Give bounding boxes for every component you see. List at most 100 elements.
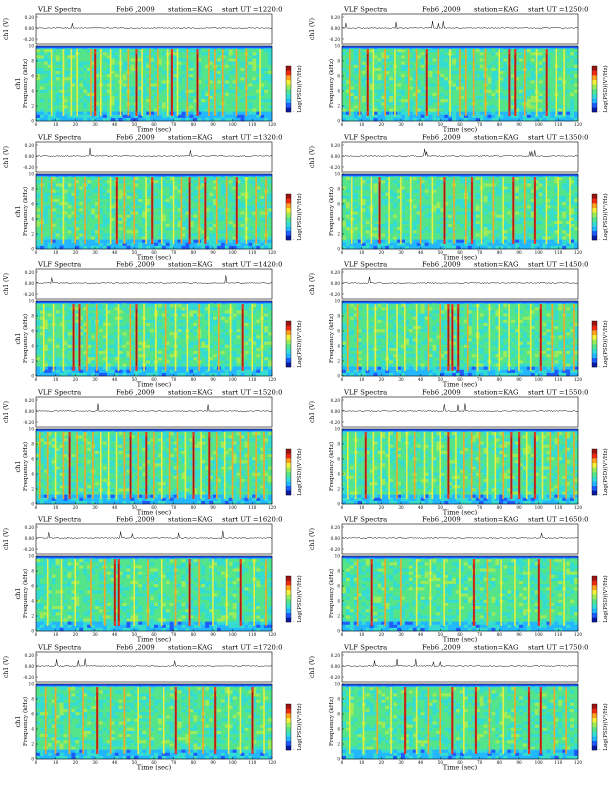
spectrogram-cell [381,239,386,243]
spectrogram-cell [404,83,410,87]
spectrogram-cell [511,111,516,115]
spectrogram-cell [102,232,107,237]
spectrogram-cell [36,236,41,240]
spectrogram-cell [122,245,127,249]
spectrogram-cell [59,226,64,230]
spectrogram-cell [106,58,111,62]
spectrogram-cell [357,189,362,193]
spectrogram-cell [177,198,182,202]
spectrogram-cell [345,83,351,87]
spectrogram-cell [146,232,151,237]
spectrogram-cell [63,114,68,119]
spectrogram-cell [150,114,155,119]
spectrogram-cell [444,64,449,69]
spectrogram-cell [361,99,366,103]
spectrogram-cell [424,114,429,119]
spectrogram-cell [345,92,351,97]
spectrogram-cell [177,105,182,109]
spectrogram-cell [381,229,386,234]
spectrogram-cell [369,92,374,97]
spectrogram-cell [161,245,166,249]
sferic-burst [484,49,487,116]
spectrogram-cell [440,83,445,87]
spectrogram-cell [201,52,206,56]
spectrogram-cell [134,236,139,240]
spectrogram-cell [95,207,100,212]
spectrogram-cell [526,105,531,109]
spectrogram-cell [161,182,166,187]
spectrogram-cell [570,102,575,106]
spectrogram-cell [118,236,123,240]
spectrogram-cell [353,74,358,78]
spectrogram-cell [440,74,445,78]
sferic-burst [563,49,565,116]
spectrogram-cell [416,86,421,90]
spectrogram-cell [216,102,222,106]
spectrogram-cell [361,229,366,234]
spectrogram-cell [130,80,135,84]
spectrogram-cell [110,89,115,94]
spectrogram-cell [248,195,253,199]
spectrogram-cell [530,111,535,115]
spectrogram-cell [260,92,265,97]
x-tick-label: 60 [151,122,157,127]
spectrogram-cell [142,96,147,100]
spectrogram-cell [432,61,437,65]
spectrogram-cell [177,86,182,90]
spectrogram-cell [79,117,84,122]
spectrogram-cell [87,204,92,209]
spectrogram-cell [228,67,233,72]
spectrogram-cell [511,49,516,53]
spectrogram-cell [213,242,218,246]
spectrogram-cell [220,211,225,215]
spectrogram-cell [95,105,100,109]
spectrogram-cell [499,108,504,112]
spectrogram-cell [110,58,115,62]
spectrogram-cell [83,61,88,65]
spectrogram-cell [71,49,76,53]
spectrogram-cell [260,102,265,106]
spectrogram-cell [146,108,151,112]
spectrogram-cell [122,58,127,62]
spectrogram-cell [342,71,347,75]
spectrogram-cell [110,77,115,81]
spectrogram-cell [452,58,457,62]
spectrogram-cell [154,220,159,224]
spectrogram-cell [201,195,206,199]
spectrogram-cell [264,108,269,112]
spectrogram-cell [342,211,347,215]
spectrogram-cell [110,211,115,215]
spectrogram-cell [495,117,500,122]
spectrogram-cell [110,49,115,53]
spectrogram-cell [205,86,210,90]
spectrogram-cell [142,189,147,193]
spectrogram-cell [550,89,555,94]
spectrogram-cell [260,195,265,199]
spectrogram-cell [106,176,111,180]
spectrogram-cell [173,214,178,218]
spectrogram-cell [538,58,543,62]
spectrogram-cell [240,49,245,53]
spectrogram-cell [412,77,417,81]
spectrogram-cell [377,105,382,109]
spectrogram-cell [209,217,214,221]
spectrogram-cell [75,226,80,230]
spectrogram-cell [102,77,107,81]
spectrogram-cell [110,176,115,180]
spectrogram-cell [102,189,107,193]
spectrogram-cell [224,242,229,246]
spectrogram-cell [460,99,465,103]
spectrogram-cell [416,117,421,122]
spectrogram-cell [181,102,186,106]
spectrogram-cell [408,49,413,53]
spectrogram-cell [91,117,96,122]
spectrogram-cell [79,220,84,224]
sferic-burst [50,49,53,116]
spectrogram-cell [385,217,390,221]
spectrogram-cell [55,67,60,72]
spectrogram-cell [185,189,190,193]
spectrogram-cell [342,195,347,199]
sferic-burst [535,49,538,116]
spectrogram-cell [373,220,378,224]
spectrogram-cell [240,229,245,234]
